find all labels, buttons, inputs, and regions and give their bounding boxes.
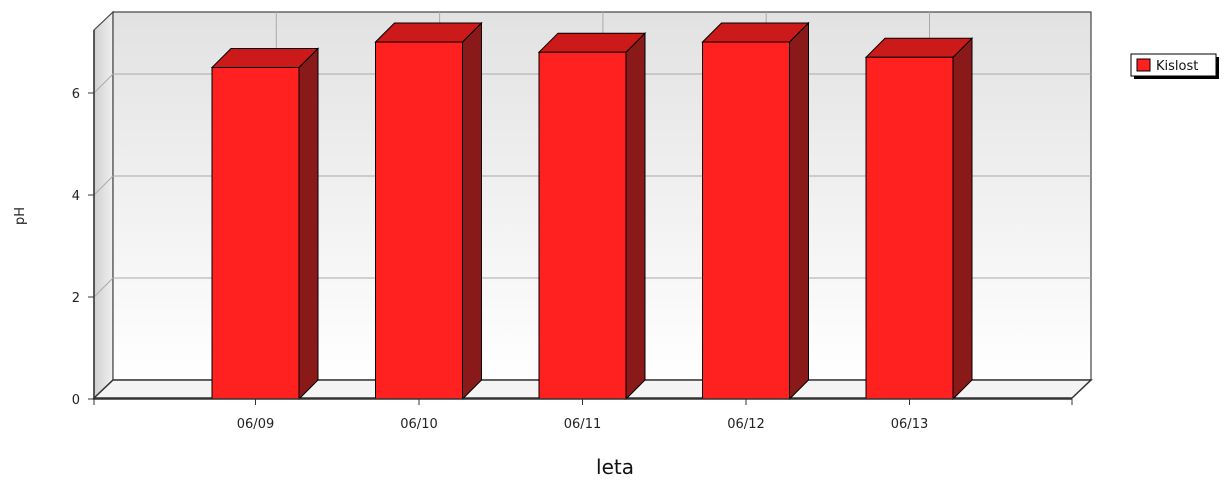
- x-axis-ticks: 06/09 06/10 06/11 06/12 06/13: [93, 399, 1073, 432]
- bar-top: [537, 32, 647, 53]
- y-tick-label: 6: [72, 87, 80, 102]
- y-axis-ticks: 0 2 4 6: [72, 87, 94, 408]
- x-tick-label: 06/10: [400, 417, 437, 432]
- gridline-wall: [93, 277, 114, 298]
- x-tick-label: 06/11: [564, 417, 601, 432]
- bar-front: [538, 51, 627, 400]
- x-tick-label: 06/12: [727, 417, 764, 432]
- legend-box: [1130, 53, 1217, 77]
- bar-top: [864, 37, 974, 58]
- bar-side: [298, 47, 319, 401]
- bar-front: [211, 67, 300, 400]
- y-tick-label: 4: [72, 189, 80, 204]
- legend-entry-label: Kislost: [1156, 59, 1198, 74]
- x-axis-label: leta: [596, 455, 634, 479]
- x-tick-label: 06/13: [891, 417, 928, 432]
- bar-side: [952, 37, 973, 401]
- y-tick-label: 2: [72, 291, 80, 306]
- bar-side: [625, 31, 646, 401]
- gridline-wall: [93, 175, 114, 196]
- y-axis-label: pH: [13, 207, 28, 225]
- y-tick-label: 0: [72, 393, 80, 408]
- bar-top: [210, 48, 320, 68]
- bar-top: [374, 22, 483, 43]
- bar-06/13: [864, 37, 974, 401]
- bar-06/09: [210, 47, 320, 401]
- bar-06/10: [374, 21, 483, 401]
- bar-front: [865, 56, 954, 400]
- x-tick-label: 06/09: [237, 417, 274, 432]
- bar-side: [789, 21, 809, 401]
- bar-front: [375, 41, 463, 400]
- gridline-wall: [93, 73, 114, 94]
- bars: [210, 21, 974, 401]
- bar-06/11: [537, 31, 647, 401]
- legend-swatch: [1136, 58, 1151, 72]
- legend: Kislost: [1130, 53, 1219, 79]
- plot-left-wall: [93, 10, 114, 400]
- bar-top: [701, 22, 810, 43]
- bar-side: [462, 21, 482, 401]
- bar-front: [702, 41, 790, 400]
- bar-06/12: [701, 21, 810, 401]
